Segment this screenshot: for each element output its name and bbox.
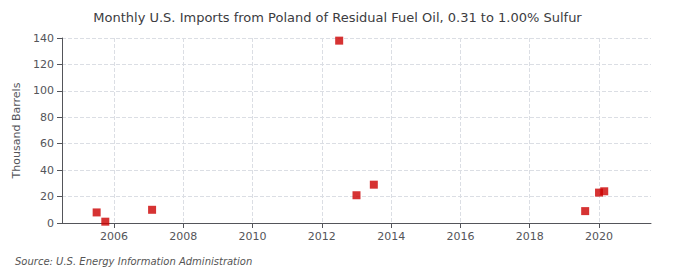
svg-text:100: 100 [33,84,54,97]
svg-text:0: 0 [47,217,54,230]
svg-text:60: 60 [40,137,54,150]
svg-text:2012: 2012 [308,230,336,243]
svg-text:2020: 2020 [585,230,613,243]
svg-text:Thousand Barrels: Thousand Barrels [10,82,23,179]
svg-text:2018: 2018 [516,230,544,243]
svg-text:140: 140 [33,32,54,45]
svg-text:2008: 2008 [169,230,197,243]
svg-text:2006: 2006 [100,230,128,243]
svg-text:20: 20 [40,190,54,203]
svg-text:2010: 2010 [239,230,267,243]
svg-text:Source: U.S. Energy Informatio: Source: U.S. Energy Information Administ… [15,256,252,267]
svg-text:2014: 2014 [377,230,405,243]
svg-text:120: 120 [33,58,54,71]
svg-text:40: 40 [40,164,54,177]
svg-text:80: 80 [40,111,54,124]
svg-text:Monthly U.S. Imports from Pola: Monthly U.S. Imports from Poland of Resi… [93,10,582,25]
svg-text:2016: 2016 [446,230,474,243]
